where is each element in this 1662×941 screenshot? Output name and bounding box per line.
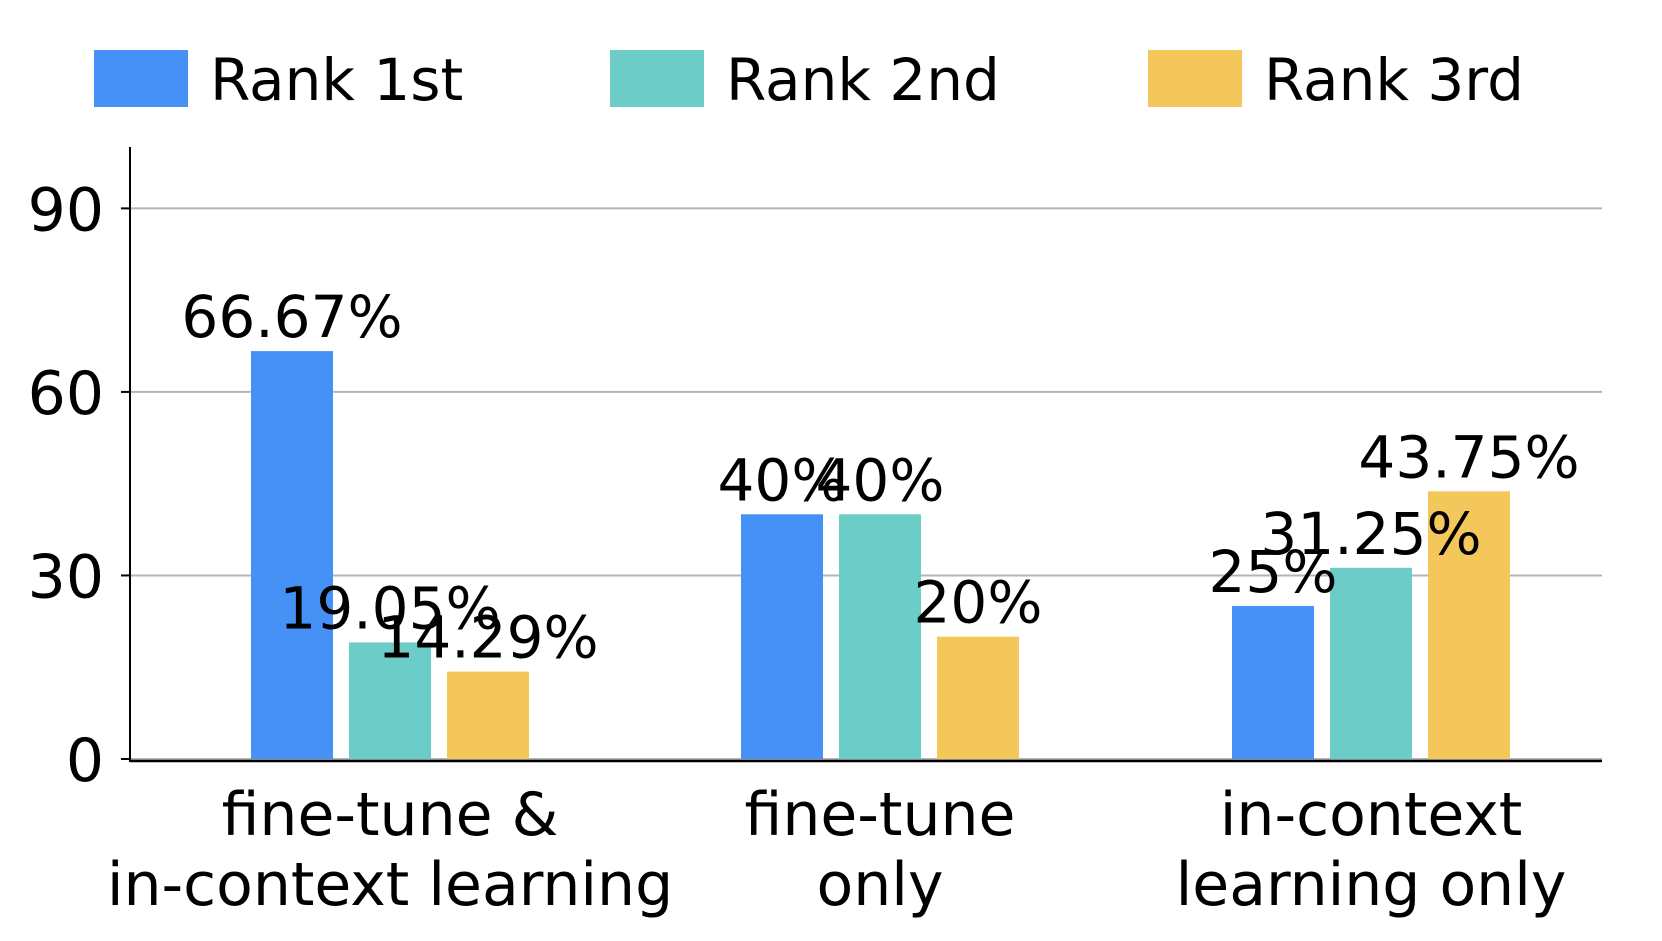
bar-label-rank-2nd-1: 40%	[816, 446, 945, 514]
bar-rank-2nd-1	[839, 514, 921, 759]
bar-label-rank-2nd-2: 31.25%	[1260, 500, 1481, 568]
legend-swatch-rank-2nd	[610, 50, 704, 107]
bar-rank-1st-2	[1232, 606, 1314, 759]
x-tick-label-2-line-0: in-context	[1220, 780, 1523, 850]
bar-rank-1st-1	[741, 514, 823, 759]
y-tick-label-90: 90	[28, 175, 104, 245]
y-tick-label-30: 30	[28, 542, 104, 612]
legend-label-rank-2nd: Rank 2nd	[726, 46, 1000, 114]
axes	[129, 147, 1602, 763]
legend-swatch-rank-3rd	[1148, 50, 1242, 107]
legend: Rank 1st Rank 2nd Rank 3rd	[94, 46, 1524, 114]
legend-label-rank-3rd: Rank 3rd	[1264, 46, 1524, 114]
bar-value-labels: 66.67% 19.05%14.29% 40%40% 20% 25%31.25% 43.7…	[181, 283, 1579, 671]
y-tick-label-60: 60	[28, 359, 104, 429]
bar-label-rank-1st-0: 66.67%	[181, 283, 402, 351]
bar-label-rank-3rd-2: 43.75%	[1358, 423, 1579, 491]
bar-label-rank-1st-1: 40%	[718, 446, 847, 514]
bar-rank-3rd-2	[1428, 491, 1510, 759]
bar-label-rank-2nd-0: 19.05%	[279, 574, 500, 642]
x-tick-label-1-line-1: only	[817, 850, 944, 920]
bar-rank-2nd-2	[1330, 567, 1412, 759]
bar-rank-2nd-0	[349, 642, 431, 759]
bar-label-rank-3rd-0: 14.29%	[377, 604, 598, 672]
bar-label-rank-3rd-1: 20%	[914, 569, 1043, 637]
legend-label-rank-1st: Rank 1st	[210, 46, 463, 114]
bars	[251, 351, 1510, 759]
bar-rank-3rd-1	[937, 636, 1019, 759]
bar-rank-1st-0	[251, 351, 333, 759]
y-tick-label-0: 0	[66, 726, 104, 796]
bar-rank-3rd-0	[447, 671, 529, 759]
x-tick-labels: fine-tune &in-context learning fine-tuneo…	[107, 780, 1567, 920]
x-tick-label-0-line-0: fine-tune &	[222, 780, 559, 850]
x-tick-label-1-line-0: fine-tune	[745, 780, 1016, 850]
x-tick-label-2-line-1: learning only	[1176, 850, 1567, 920]
legend-swatch-rank-1st	[94, 50, 188, 107]
y-ticks: 0 30 60 90	[28, 175, 130, 796]
x-tick-label-0-line-1: in-context learning	[107, 850, 673, 920]
bar-label-rank-1st-2: 25%	[1209, 538, 1338, 606]
